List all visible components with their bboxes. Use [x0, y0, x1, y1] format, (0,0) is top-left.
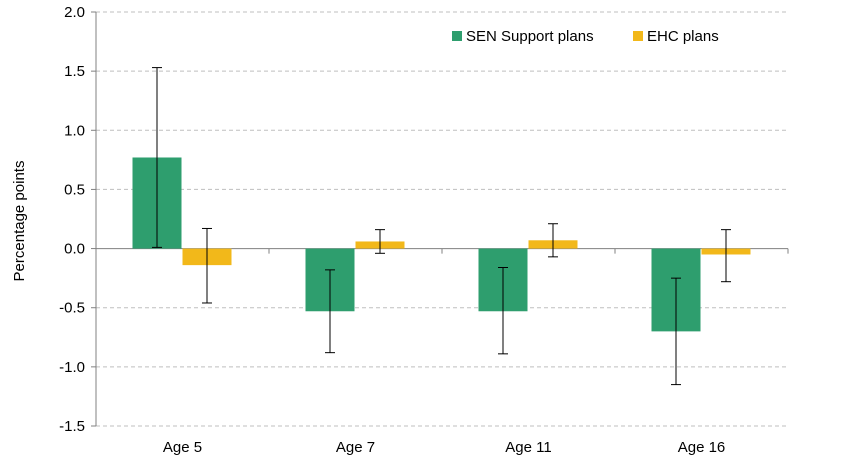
y-tick-label: -1.5	[59, 418, 85, 435]
y-axis-title: Percentage points	[11, 161, 28, 282]
error-bars	[152, 67, 731, 386]
axes	[91, 11, 789, 427]
x-tick-label: Age 16	[678, 439, 726, 456]
y-tick-label: 0.0	[64, 241, 85, 258]
y-tick-label: 0.5	[64, 181, 85, 198]
axis-labels: 2.0 1.5 1.0 0.5 0.0 -0.5 -1.0 -1.5 Age 5 Age 7 Age…	[11, 4, 725, 456]
y-tick-label: 2.0	[64, 4, 85, 21]
y-tick-label: -1.0	[59, 359, 85, 376]
gridlines	[96, 11, 788, 427]
legend: SEN Support plans EHC plans	[452, 28, 719, 45]
legend-label: EHC plans	[647, 28, 719, 45]
y-tick-label: 1.5	[64, 63, 85, 80]
bars	[132, 157, 751, 332]
legend-label: SEN Support plans	[466, 28, 594, 45]
x-tick-label: Age 11	[505, 439, 551, 456]
y-tick-label: -0.5	[59, 300, 85, 317]
x-tick-label: Age 7	[336, 439, 375, 456]
y-tick-label: 1.0	[64, 122, 85, 139]
legend-swatch	[452, 31, 462, 41]
x-tick-label: Age 5	[163, 439, 202, 456]
legend-swatch	[633, 31, 643, 41]
